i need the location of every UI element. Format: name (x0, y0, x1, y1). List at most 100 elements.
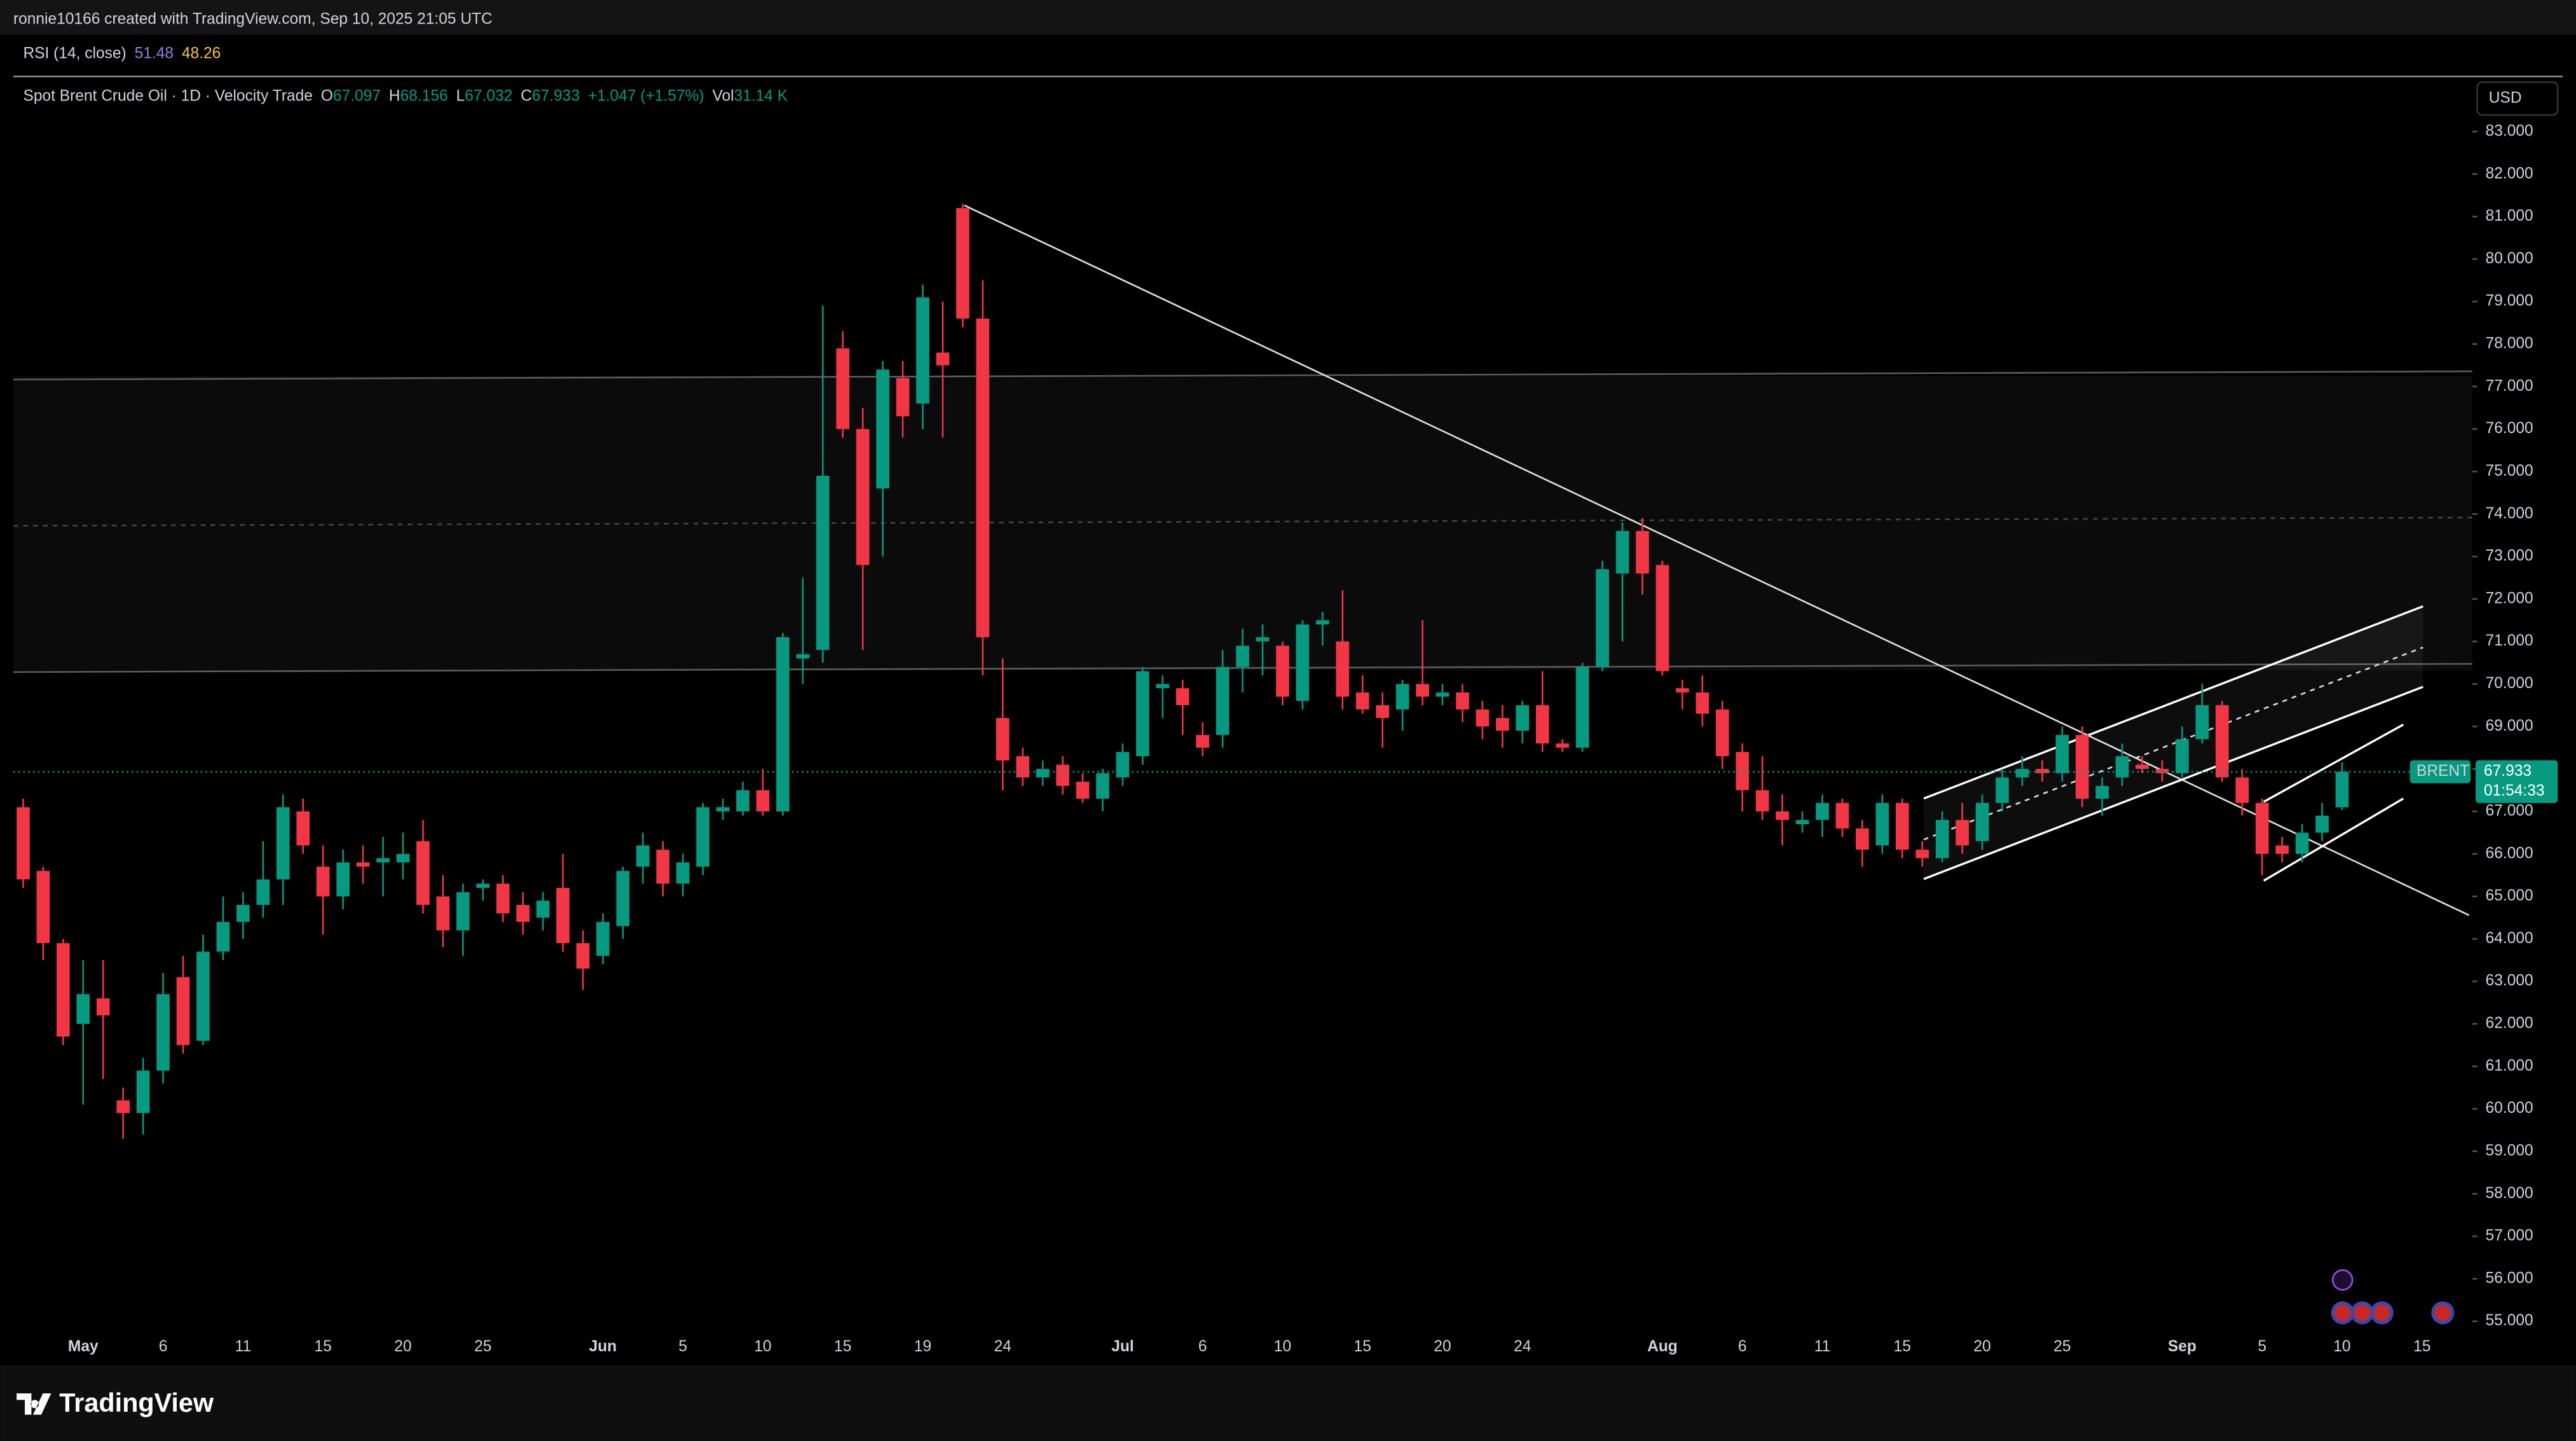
currency-button[interactable] (2476, 81, 2559, 116)
candle-body (836, 348, 850, 429)
symbol-tag (2409, 760, 2471, 783)
candle-body (696, 807, 709, 867)
candle-body (256, 879, 270, 905)
y-tick-label: 67.000 (2486, 802, 2533, 819)
candle-body (17, 807, 30, 879)
candle-body (876, 369, 889, 489)
x-tick-label: 20 (1973, 1338, 1990, 1355)
event-icon[interactable] (2431, 1301, 2455, 1325)
candle-body (1136, 671, 1149, 757)
candle-body (1935, 820, 1949, 858)
candle-body (36, 871, 50, 944)
candle-body (336, 862, 350, 897)
event-icon[interactable] (2331, 1301, 2354, 1325)
y-tick-label: 60.000 (2486, 1100, 2533, 1117)
symbol: Spot Brent Crude Oil · 1D · Velocity Tra… (23, 88, 312, 105)
y-tick-label: 56.000 (2486, 1269, 2533, 1286)
candle-body (1216, 666, 1230, 735)
brand: TradingView (59, 1388, 214, 1417)
candle-body (596, 921, 610, 956)
candle-body (2275, 845, 2289, 854)
candle-body (1416, 684, 1429, 697)
zone-edge (13, 370, 2472, 381)
indicator-value: 48.26 (182, 45, 221, 62)
y-tick-label: 79.000 (2486, 293, 2533, 310)
candle-body (1915, 850, 1929, 858)
candle-body (1856, 828, 1869, 850)
candle-body (1316, 620, 1329, 625)
candle-body (1535, 705, 1549, 744)
footer (0, 1365, 2576, 1441)
candle-body (296, 811, 310, 846)
logo-icon (17, 1393, 51, 1415)
candle-body (1816, 803, 1829, 820)
event-icon[interactable] (2350, 1301, 2374, 1325)
x-tick-label: May (68, 1338, 99, 1355)
y-tick-label: 72.000 (2486, 590, 2533, 607)
indicator-name: RSI (14, close) (23, 45, 126, 62)
x-tick-label: 6 (1198, 1338, 1207, 1355)
candle-body (1276, 645, 1289, 697)
candle-body (1376, 705, 1390, 718)
candle-body (2055, 734, 2069, 773)
y-tick-label: 73.000 (2486, 548, 2533, 565)
x-tick-label: 6 (1738, 1338, 1747, 1355)
candle-body (1076, 782, 1090, 799)
y-tick-label: 71.000 (2486, 632, 2533, 649)
candle-body (1196, 734, 1210, 748)
candle-body (536, 900, 550, 918)
x-tick-label: 20 (394, 1338, 411, 1355)
candle-body (1736, 752, 1750, 790)
trendline (964, 204, 2470, 916)
candle-body (1715, 709, 1729, 757)
x-tick-label: 15 (314, 1338, 331, 1355)
candle-body (916, 297, 929, 404)
event-icon[interactable] (2332, 1269, 2353, 1291)
legend-value: 68.156 (401, 88, 448, 105)
y-tick-label: 69.000 (2486, 717, 2533, 734)
x-tick-label: 25 (2053, 1338, 2071, 1355)
y-tick-label: 83.000 (2486, 122, 2533, 139)
y-tick-label: 75.000 (2486, 462, 2533, 479)
x-tick-label: 6 (159, 1338, 168, 1355)
channel-line (2263, 797, 2404, 882)
candle-body (636, 845, 650, 867)
channel-mid (1923, 646, 2423, 841)
candle-body (1575, 666, 1589, 748)
legend-label: C (521, 88, 532, 105)
candle-body (2195, 705, 2209, 740)
y-tick-label: 74.000 (2486, 505, 2533, 522)
x-tick-label: 5 (2257, 1338, 2266, 1355)
candle-body (1156, 684, 1170, 689)
candle-body (356, 862, 370, 867)
candle-body (116, 1100, 130, 1114)
candle-body (1435, 692, 1449, 697)
indicator-value: 51.48 (135, 45, 174, 62)
y-tick-label: 59.000 (2486, 1142, 2533, 1159)
y-tick-label: 76.000 (2486, 420, 2533, 437)
x-tick-label: 10 (1274, 1338, 1291, 1355)
candle-body (276, 807, 290, 879)
event-icon[interactable] (2370, 1301, 2394, 1325)
candle-body (96, 998, 110, 1016)
candle-body (2135, 764, 2149, 769)
x-tick-label: 24 (1514, 1338, 1531, 1355)
y-tick-label: 65.000 (2486, 887, 2533, 904)
candle-body (676, 862, 690, 884)
x-tick-label: 20 (1434, 1338, 1451, 1355)
y-tick-label: 64.000 (2486, 930, 2533, 947)
candle-body (476, 883, 490, 888)
legend-value: 67.933 (532, 88, 580, 105)
candle-body (396, 853, 410, 863)
legend-label: L (456, 88, 465, 105)
x-tick-label: 19 (914, 1338, 931, 1355)
candle-body (76, 994, 90, 1024)
x-tick-label: 25 (474, 1338, 491, 1355)
candle-body (1615, 531, 1629, 574)
candle-body (1996, 777, 2009, 803)
candle-body (616, 871, 630, 927)
legend-label: Vol (712, 88, 734, 105)
y-tick-label: 62.000 (2486, 1015, 2533, 1032)
candle-body (196, 951, 210, 1041)
candle-body (416, 841, 430, 905)
